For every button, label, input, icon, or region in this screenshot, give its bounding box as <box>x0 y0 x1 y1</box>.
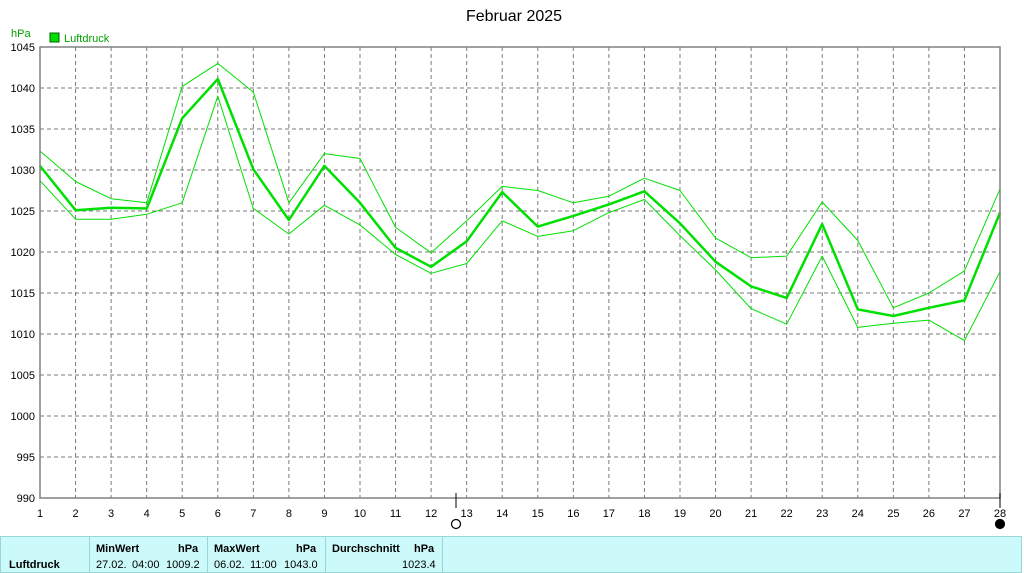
x-tick-label: 6 <box>215 508 221 520</box>
new-moon-icon <box>994 518 1006 530</box>
y-tick-label: 1005 <box>11 370 35 382</box>
max-time: 11:00 <box>250 559 277 571</box>
max-header: MaxWert <box>214 543 260 555</box>
x-tick-label: 27 <box>958 508 970 520</box>
series-line-max <box>39 62 1001 309</box>
x-tick-label: 17 <box>603 508 615 520</box>
y-tick-label: 1045 <box>11 42 35 54</box>
legend-label: Luftdruck <box>64 33 110 45</box>
x-tick-label: 28 <box>994 508 1006 520</box>
x-tick-label: 9 <box>321 508 327 520</box>
stats-row-label: Luftdruck <box>9 559 60 571</box>
series-line-avg <box>39 77 1002 318</box>
chart-title: Februar 2025 <box>466 8 562 25</box>
max-stat-cell: MaxWert hPa 06.02. 11:00 1043.0 <box>207 537 325 572</box>
x-tick-label: 10 <box>354 508 366 520</box>
min-date: 27.02. <box>96 559 127 571</box>
x-tick-label: 26 <box>923 508 935 520</box>
plot-frame <box>39 46 1001 499</box>
y-tick-label: 1040 <box>11 83 35 95</box>
x-tick-label: 5 <box>179 508 185 520</box>
series-line-min <box>39 95 1001 342</box>
min-time: 04:00 <box>132 559 160 571</box>
min-header: MinWert <box>96 543 140 555</box>
x-tick-label: 23 <box>816 508 828 520</box>
grid <box>39 46 1001 499</box>
x-tick-label: 7 <box>250 508 256 520</box>
y-axis-unit-label: hPa <box>11 28 31 40</box>
x-tick-label: 16 <box>567 508 579 520</box>
x-tick-label: 18 <box>638 508 650 520</box>
avg-value: 1023.4 <box>402 559 436 571</box>
y-tick-label: 1015 <box>11 288 35 300</box>
y-tick-label: 995 <box>17 452 35 464</box>
x-tick-label: 20 <box>709 508 721 520</box>
y-tick-label: 1025 <box>11 206 35 218</box>
min-value: 1009.2 <box>166 559 200 571</box>
x-tick-label: 14 <box>496 508 508 520</box>
avg-unit: hPa <box>414 543 435 555</box>
x-tick-label: 8 <box>286 508 292 520</box>
x-tick-label: 11 <box>390 508 401 520</box>
series <box>39 62 1002 342</box>
x-tick-label: 3 <box>108 508 114 520</box>
y-tick-label: 1010 <box>11 329 35 341</box>
x-tick-label: 19 <box>674 508 686 520</box>
x-tick-label: 25 <box>887 508 899 520</box>
max-unit: hPa <box>296 543 317 555</box>
moon-phases <box>450 493 1006 530</box>
x-tick-label: 22 <box>781 508 793 520</box>
x-tick-label: 15 <box>532 508 544 520</box>
min-stat-cell: MinWert hPa 27.02. 04:00 1009.2 <box>89 537 207 572</box>
x-tick-label: 1 <box>37 508 43 520</box>
max-date: 06.02. <box>214 559 245 571</box>
x-tick-label: 12 <box>425 508 437 520</box>
x-tick-label: 21 <box>745 508 757 520</box>
x-tick-label: 13 <box>461 508 473 520</box>
x-tick-label: 4 <box>144 508 150 520</box>
y-tick-label: 990 <box>17 493 35 505</box>
legend-swatch <box>49 32 60 43</box>
pressure-chart: Februar 2025 hPa Luftdruck 990 995 1000 100… <box>11 8 1007 530</box>
avg-stat-cell: Durchschnitt hPa 1023.4 <box>325 537 443 572</box>
y-tick-label: 1035 <box>11 124 35 136</box>
x-tick-label: 24 <box>852 508 864 520</box>
statistics-bar: Luftdruck MinWert hPa 27.02. 04:00 1009.… <box>0 536 1022 573</box>
y-tick-label: 1030 <box>11 165 35 177</box>
full-moon-icon <box>450 518 462 530</box>
avg-header: Durchschnitt <box>332 543 400 555</box>
y-tick-label: 1000 <box>11 411 35 423</box>
min-unit: hPa <box>178 543 199 555</box>
max-value: 1043.0 <box>284 559 318 571</box>
x-tick-label: 2 <box>72 508 78 520</box>
y-tick-label: 1020 <box>11 247 35 259</box>
axes: 9909951000100510101015102010251030103510… <box>11 42 1007 520</box>
